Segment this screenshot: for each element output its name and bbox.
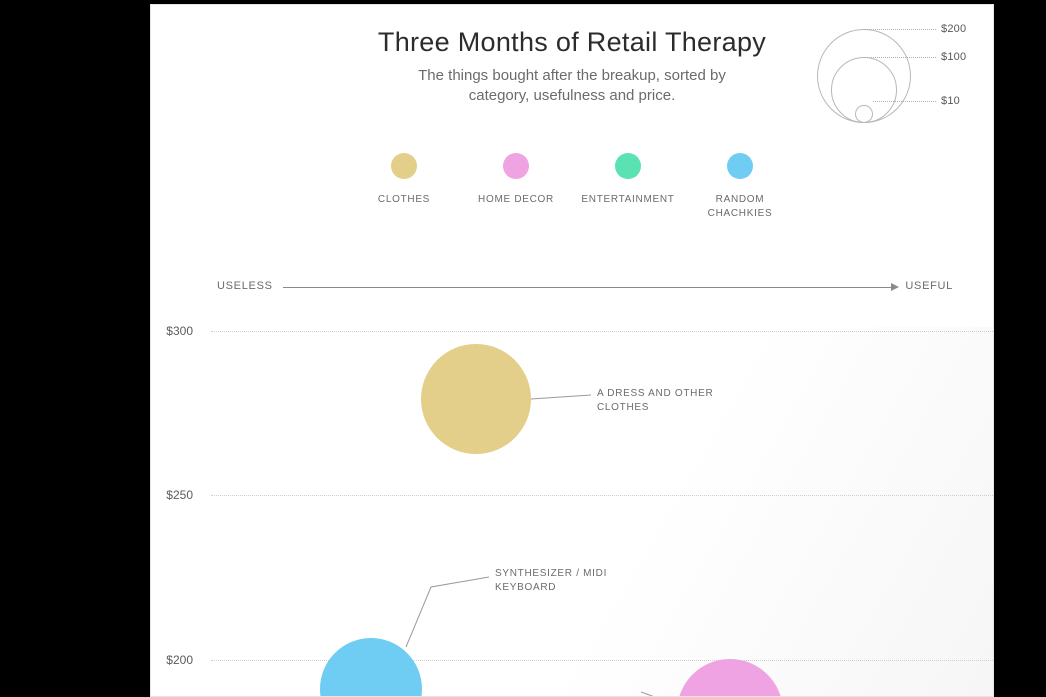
infographic-page: Three Months of Retail Therapy The thing…	[150, 4, 994, 697]
size-label-200: $200	[941, 23, 966, 35]
size-ring-10	[855, 105, 873, 123]
legend-label-random: RANDOM CHACHKIES	[684, 193, 796, 220]
category-legend: CLOTHES HOME DECOR ENTERTAINMENT RANDOM …	[151, 153, 993, 220]
legend-item-entertainment: ENTERTAINMENT	[572, 153, 684, 220]
ylabel-200: $200	[166, 653, 193, 667]
subtitle-line1: The things bought after the breakup, sor…	[418, 67, 726, 84]
size-tick-200	[864, 29, 936, 30]
legend-label-entertainment: ENTERTAINMENT	[572, 193, 684, 207]
legend-swatch-random	[727, 153, 753, 179]
callout-line-pink	[211, 327, 994, 697]
x-axis-arrow-head-icon	[891, 283, 899, 291]
size-label-100: $100	[941, 51, 966, 63]
legend-label-home-decor: HOME DECOR	[460, 193, 572, 207]
legend-swatch-entertainment	[615, 153, 641, 179]
x-axis-label-right: USEFUL	[905, 280, 953, 292]
size-legend: $200 $100 $10	[817, 21, 977, 125]
legend-item-clothes: CLOTHES	[348, 153, 460, 220]
x-axis-arrow-line	[283, 287, 891, 288]
size-tick-10	[873, 101, 936, 102]
bubble-chart: $300 $250 $200 A DRESS AND OTHER CLOTHES…	[211, 327, 993, 696]
legend-item-random: RANDOM CHACHKIES	[684, 153, 796, 220]
ylabel-250: $250	[166, 488, 193, 502]
x-axis-label-left: USELESS	[217, 280, 273, 292]
size-label-10: $10	[941, 95, 960, 107]
legend-swatch-clothes	[391, 153, 417, 179]
legend-item-home-decor: HOME DECOR	[460, 153, 572, 220]
subtitle-line2: category, usefulness and price.	[469, 87, 676, 104]
legend-swatch-home-decor	[503, 153, 529, 179]
x-axis: USELESS USEFUL	[195, 280, 949, 300]
size-tick-100	[864, 57, 936, 58]
ylabel-300: $300	[166, 324, 193, 338]
legend-label-clothes: CLOTHES	[348, 193, 460, 207]
